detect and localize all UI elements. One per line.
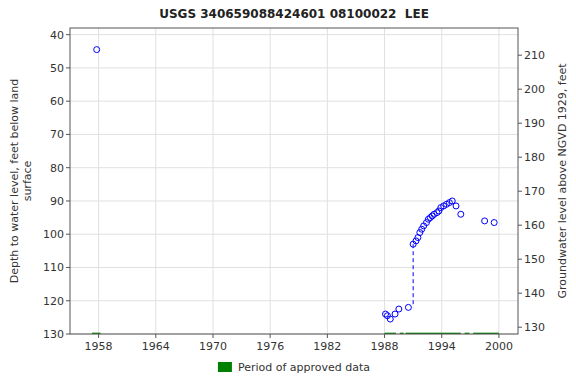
- x-tick-label: 1994: [428, 340, 456, 353]
- x-tick: [498, 334, 499, 338]
- scatter-series: [94, 47, 497, 322]
- point: [453, 203, 459, 209]
- y-tick: [66, 34, 70, 35]
- y-tick: [66, 167, 70, 168]
- point: [458, 211, 464, 217]
- x-grid-line: [441, 28, 442, 334]
- x-tick: [441, 334, 442, 338]
- chart: 1958 1964 1970 1976 1982 1988 1994 2000 40 50 60 70…: [0, 0, 576, 384]
- x-tick: [155, 334, 156, 338]
- point: [405, 304, 411, 310]
- y-tick: [66, 334, 70, 335]
- y2-tick-label: 160: [524, 219, 545, 232]
- y2-tick-label: 190: [524, 117, 545, 130]
- y2-tick-label: 210: [524, 49, 545, 62]
- y2-tick: [518, 259, 522, 260]
- y-grid-line: [70, 67, 518, 68]
- y-axis: 40 50 60 70 80 90 100 110 120 130: [43, 29, 70, 341]
- y-tick-label: 60: [50, 95, 64, 108]
- y-tick: [66, 200, 70, 201]
- legend: Period of approved data: [218, 361, 370, 374]
- y2-tick: [518, 293, 522, 294]
- x-tick: [212, 334, 213, 338]
- x-grid-line: [327, 28, 328, 334]
- x-tick-label: 1988: [371, 340, 399, 353]
- y-grid-line: [70, 34, 518, 35]
- legend-swatch: [218, 362, 232, 372]
- y-tick-label: 90: [50, 195, 64, 208]
- x-tick: [98, 334, 99, 338]
- y-axis-label: Depth to water level, feet below landsur…: [8, 79, 34, 284]
- y-tick-label: 50: [50, 62, 64, 75]
- y2-tick: [518, 123, 522, 124]
- y2-tick-label: 200: [524, 83, 545, 96]
- y-tick: [66, 134, 70, 135]
- y2-tick-label: 140: [524, 287, 545, 300]
- x-tick-label: 1970: [199, 340, 227, 353]
- y-tick-label: 80: [50, 162, 64, 175]
- x-grid-line: [384, 28, 385, 334]
- y2-axis: 130 140 150 160 170 180 190 200 210: [518, 49, 545, 334]
- x-grid-line: [155, 28, 156, 334]
- y-grid-line: [70, 101, 518, 102]
- y-axis-label-line: surface: [21, 160, 34, 201]
- plot-background: [70, 28, 518, 334]
- y2-tick: [518, 157, 522, 158]
- x-tick: [384, 334, 385, 338]
- y2-tick-label: 180: [524, 151, 545, 164]
- y2-tick-label: 130: [524, 321, 545, 334]
- y2-axis-label-line: Groundwater level above NGVD 1929, feet: [556, 63, 569, 299]
- y-tick: [66, 234, 70, 235]
- x-grid-line: [98, 28, 99, 334]
- x-tick-label: 1964: [142, 340, 170, 353]
- y-tick: [66, 101, 70, 102]
- y-grid-line: [70, 234, 518, 235]
- y-tick-label: 120: [43, 295, 64, 308]
- y2-tick-label: 170: [524, 185, 545, 198]
- x-grid-line: [212, 28, 213, 334]
- y-grid-line: [70, 200, 518, 201]
- legend-label: Period of approved data: [238, 361, 370, 374]
- x-tick-label: 1982: [313, 340, 341, 353]
- y2-axis-label: Groundwater level above NGVD 1929, feet: [556, 63, 569, 299]
- y2-tick: [518, 327, 522, 328]
- y-tick-label: 100: [43, 228, 64, 241]
- y-grid-line: [70, 167, 518, 168]
- y-tick: [66, 300, 70, 301]
- y-tick: [66, 267, 70, 268]
- y2-tick: [518, 89, 522, 90]
- x-axis: 1958 1964 1970 1976 1982 1988 1994 2000: [85, 334, 513, 353]
- y-grid-line: [70, 300, 518, 301]
- dashed-line: [413, 244, 414, 307]
- y2-tick: [518, 55, 522, 56]
- point: [482, 218, 488, 224]
- x-tick: [270, 334, 271, 338]
- x-tick-label: 1958: [85, 340, 113, 353]
- point: [491, 220, 497, 226]
- x-tick-label: 2000: [485, 340, 513, 353]
- y2-tick-label: 150: [524, 253, 545, 266]
- y-grid-line: [70, 267, 518, 268]
- plot-data: [92, 47, 499, 334]
- y-tick-label: 130: [43, 328, 64, 341]
- point: [396, 306, 402, 312]
- point: [94, 47, 100, 53]
- y-tick-label: 70: [50, 128, 64, 141]
- title: USGS 340659088424601 08100022 LEE: [159, 7, 429, 21]
- y2-tick: [518, 225, 522, 226]
- y2-tick: [518, 191, 522, 192]
- y-axis-label-line: Depth to water level, feet below land: [8, 79, 21, 284]
- grid: [70, 28, 518, 334]
- y-tick-label: 110: [43, 261, 64, 274]
- x-tick: [327, 334, 328, 338]
- x-grid-line: [270, 28, 271, 334]
- y-grid-line: [70, 134, 518, 135]
- x-tick-label: 1976: [256, 340, 284, 353]
- x-grid-line: [498, 28, 499, 334]
- y-tick-label: 40: [50, 29, 64, 42]
- point: [387, 316, 393, 322]
- y-tick: [66, 67, 70, 68]
- plot-frame: [70, 28, 518, 334]
